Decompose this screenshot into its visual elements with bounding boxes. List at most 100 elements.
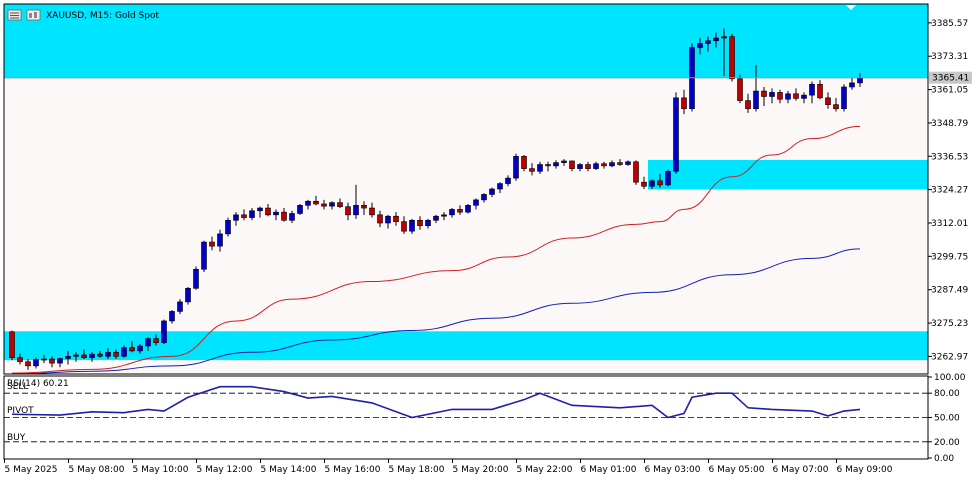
candle-9[interactable] <box>81 349 87 360</box>
candle-77[interactable] <box>625 160 631 166</box>
candle-90[interactable] <box>729 33 735 82</box>
candle-75[interactable] <box>609 160 615 168</box>
candle-63[interactable] <box>513 153 519 181</box>
candle-30[interactable] <box>249 208 255 221</box>
candle-95[interactable] <box>769 88 775 104</box>
candle-105[interactable] <box>849 77 855 90</box>
candle-50[interactable] <box>409 218 415 234</box>
candle-1[interactable] <box>17 353 23 365</box>
candle-104[interactable] <box>841 84 847 112</box>
candle-2[interactable] <box>25 359 31 370</box>
candle-68[interactable] <box>553 160 559 169</box>
candle-52[interactable] <box>425 218 431 229</box>
candle-26[interactable] <box>217 229 223 252</box>
candle-60[interactable] <box>489 187 495 198</box>
candle-86[interactable] <box>697 38 703 55</box>
candle-37[interactable] <box>305 199 311 210</box>
candle-0[interactable] <box>9 330 15 361</box>
candle-3[interactable] <box>33 357 39 369</box>
candle-88[interactable] <box>713 32 719 48</box>
candle-6[interactable] <box>57 357 63 368</box>
candle-8[interactable] <box>73 352 79 362</box>
candle-92[interactable] <box>745 93 751 113</box>
candle-51[interactable] <box>417 216 423 230</box>
candle-101[interactable] <box>817 80 823 100</box>
candle-55[interactable] <box>449 208 455 218</box>
candle-5[interactable] <box>49 356 55 368</box>
candle-18[interactable] <box>153 334 159 346</box>
candle-28[interactable] <box>233 212 239 226</box>
candle-17[interactable] <box>145 337 151 351</box>
candle-78[interactable] <box>633 160 639 185</box>
candle-58[interactable] <box>473 198 479 210</box>
candle-25[interactable] <box>209 236 215 251</box>
candle-97[interactable] <box>785 91 791 104</box>
candle-31[interactable] <box>257 206 263 218</box>
candle-15[interactable] <box>129 341 135 353</box>
candle-34[interactable] <box>281 208 287 222</box>
candle-59[interactable] <box>481 193 487 203</box>
candle-82[interactable] <box>665 169 671 187</box>
candle-35[interactable] <box>289 210 295 224</box>
candle-66[interactable] <box>537 161 543 175</box>
candle-54[interactable] <box>441 212 447 221</box>
candle-87[interactable] <box>705 36 711 52</box>
candle-16[interactable] <box>137 344 143 354</box>
candle-98[interactable] <box>793 88 799 101</box>
candle-38[interactable] <box>313 195 319 206</box>
candle-89[interactable] <box>721 28 727 77</box>
candle-73[interactable] <box>593 161 599 170</box>
candle-65[interactable] <box>529 163 535 176</box>
candle-11[interactable] <box>97 350 103 358</box>
candle-10[interactable] <box>89 352 95 362</box>
candle-56[interactable] <box>457 205 463 215</box>
candle-71[interactable] <box>577 163 583 172</box>
candle-24[interactable] <box>201 240 207 272</box>
candle-23[interactable] <box>193 266 199 290</box>
candle-100[interactable] <box>809 81 815 104</box>
candle-19[interactable] <box>161 319 167 345</box>
candle-20[interactable] <box>169 310 175 324</box>
candle-36[interactable] <box>297 203 303 215</box>
candle-74[interactable] <box>601 161 607 169</box>
candle-43[interactable] <box>353 184 359 219</box>
candle-83[interactable] <box>673 92 679 175</box>
candle-103[interactable] <box>833 97 839 112</box>
candle-41[interactable] <box>337 198 343 209</box>
candle-44[interactable] <box>361 201 367 215</box>
candle-102[interactable] <box>825 92 831 109</box>
candle-57[interactable] <box>465 203 471 214</box>
candle-22[interactable] <box>185 286 191 305</box>
candle-48[interactable] <box>393 212 399 226</box>
chart-shift-marker-icon[interactable] <box>846 5 856 10</box>
candle-27[interactable] <box>225 217 231 237</box>
candle-4[interactable] <box>41 354 47 364</box>
candlesticks[interactable] <box>9 28 863 370</box>
candle-79[interactable] <box>641 176 647 189</box>
candle-7[interactable] <box>65 350 71 365</box>
candle-99[interactable] <box>801 92 807 104</box>
candle-62[interactable] <box>505 175 511 187</box>
candle-29[interactable] <box>241 209 247 221</box>
candle-96[interactable] <box>777 89 783 104</box>
chart-window-icon[interactable] <box>26 9 41 21</box>
candle-76[interactable] <box>617 159 623 166</box>
candle-39[interactable] <box>321 199 327 210</box>
candle-49[interactable] <box>401 216 407 234</box>
candle-32[interactable] <box>265 203 271 217</box>
candle-94[interactable] <box>761 86 767 107</box>
candle-91[interactable] <box>737 74 743 104</box>
candle-14[interactable] <box>121 345 127 358</box>
candle-42[interactable] <box>345 202 351 221</box>
candle-93[interactable] <box>753 65 759 112</box>
candle-33[interactable] <box>273 209 279 221</box>
bars-menu-icon[interactable] <box>7 9 22 21</box>
candle-53[interactable] <box>433 214 439 224</box>
candle-69[interactable] <box>561 159 567 166</box>
candle-45[interactable] <box>369 202 375 218</box>
candle-61[interactable] <box>497 182 503 194</box>
candle-47[interactable] <box>385 214 391 229</box>
candle-46[interactable] <box>377 210 383 228</box>
candle-40[interactable] <box>329 201 335 210</box>
